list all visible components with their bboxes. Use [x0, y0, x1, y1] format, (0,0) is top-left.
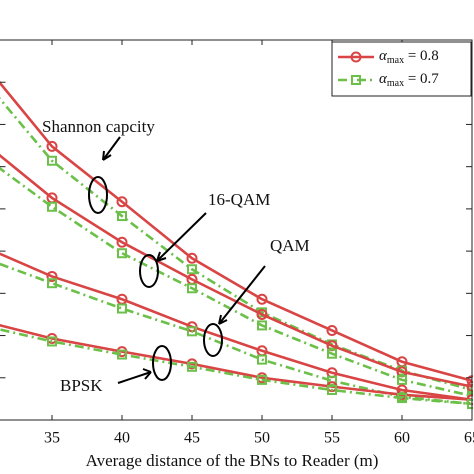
legend-label: αmax = 0.7 — [379, 71, 439, 89]
x-tick-label: 45 — [184, 430, 200, 447]
ellipse — [88, 176, 108, 214]
marker — [187, 326, 197, 337]
legend-subscript: max — [387, 78, 404, 89]
arrowhead — [102, 150, 112, 161]
marker — [46, 270, 58, 282]
marker — [117, 248, 127, 259]
marker — [256, 293, 268, 305]
legend-label: αmax = 0.8 — [379, 48, 439, 66]
marker — [397, 393, 407, 404]
legend-marker — [351, 75, 361, 85]
marker — [257, 374, 267, 385]
marker — [327, 375, 337, 386]
marker — [47, 155, 57, 166]
series-line — [0, 166, 473, 398]
ellipse — [203, 323, 223, 357]
x-tick-label: 40 — [114, 430, 130, 447]
marker — [186, 252, 198, 264]
marker — [257, 354, 267, 365]
marker — [47, 278, 57, 289]
marker — [257, 320, 267, 331]
x-tick-label: 55 — [324, 430, 340, 447]
annotation: BPSK — [60, 376, 103, 395]
marker — [47, 336, 57, 347]
legend-box — [331, 41, 472, 97]
marker — [116, 236, 128, 248]
legend-symbol: α — [379, 48, 388, 64]
plot-area — [0, 80, 473, 409]
marker — [187, 283, 197, 294]
arrow — [156, 212, 207, 262]
series-line — [0, 80, 473, 382]
marker — [117, 211, 127, 222]
legend-marker — [350, 51, 362, 63]
x-tick-label: 60 — [394, 430, 410, 447]
marker — [327, 348, 337, 359]
annotation: QAM — [270, 236, 310, 255]
marker — [47, 201, 57, 212]
arrow — [102, 136, 121, 161]
frame: 35 40 45 50 55 60 65 — [0, 39, 474, 447]
arrow — [117, 371, 152, 384]
marker — [327, 385, 337, 396]
annotation: 16-QAM — [208, 190, 270, 209]
legend-rest: = 0.8 — [404, 48, 439, 64]
x-axis-label: Average distance of the BNs to Reader (m… — [86, 451, 379, 470]
marker — [187, 361, 197, 372]
marker — [116, 196, 128, 208]
series-line — [0, 328, 473, 406]
marker — [326, 324, 338, 336]
marker — [117, 349, 127, 360]
annotation-shapes — [88, 136, 266, 384]
marker — [117, 303, 127, 314]
x-tick-label: 50 — [254, 430, 270, 447]
series-line — [0, 252, 473, 402]
marker — [256, 308, 268, 320]
series-line — [0, 323, 473, 402]
series-line — [0, 153, 473, 388]
marker — [187, 264, 197, 275]
plot-frame — [0, 39, 473, 421]
legend-subscript: max — [387, 55, 404, 66]
x-tick-label: 35 — [44, 430, 60, 447]
marker — [397, 374, 407, 385]
x-tick-label: 65 — [464, 430, 474, 447]
legend-symbol: α — [379, 71, 388, 87]
arrowhead — [156, 251, 167, 262]
arrow — [218, 265, 266, 325]
annotation: Shannon capcity — [42, 117, 155, 136]
arrowhead — [218, 314, 228, 325]
arrowhead — [142, 368, 152, 380]
marker — [46, 140, 58, 152]
legend-rest: = 0.7 — [404, 71, 439, 87]
ellipse — [139, 254, 159, 288]
ellipse — [152, 345, 172, 381]
